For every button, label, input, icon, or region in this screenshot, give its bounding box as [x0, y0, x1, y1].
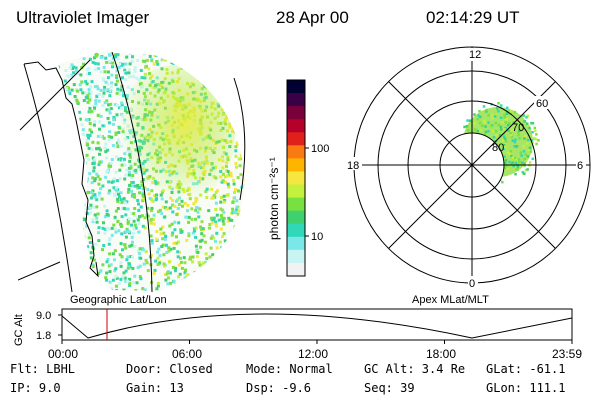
- grid-line-diagonal: [19, 59, 91, 131]
- mlt-label-18: 18: [347, 160, 359, 172]
- altitude-plot-frame: [61, 308, 573, 341]
- colorbar: 100 10 photon cm⁻²s⁻¹: [267, 79, 329, 277]
- time-tick-0600: 06:00: [172, 347, 202, 361]
- colorbar-stripe: [287, 184, 305, 199]
- colorbar-stripe: [287, 262, 305, 277]
- time-tick-1800: 18:00: [426, 347, 456, 361]
- altitude-curve: [61, 313, 573, 339]
- colorbar-stripe: [287, 106, 305, 120]
- image-date: 28 Apr 00: [276, 8, 349, 27]
- colorbar-frame: [286, 79, 306, 277]
- geographic-image-panel: [18, 51, 246, 292]
- altitude-axis-label: GC Alt: [13, 314, 25, 346]
- auroral-glow: [115, 65, 235, 205]
- colorbar-stripe: [287, 197, 305, 212]
- time-tick-2359: 23:59: [552, 347, 582, 361]
- polar-panel-caption: Apex MLat/MLT: [412, 294, 489, 306]
- colorbar-stripe: [287, 171, 305, 186]
- geo-panel-caption: Geographic Lat/Lon: [70, 294, 167, 306]
- colorbar-stripe: [287, 210, 305, 225]
- lat-label-70: 70: [512, 122, 524, 134]
- gc-alt-value: GC Alt: 3.4 Re: [364, 362, 466, 376]
- colorbar-stripe: [287, 223, 305, 238]
- colorbar-unit-label: photon cm⁻²s⁻¹: [267, 157, 281, 240]
- door-value: Door: Closed: [126, 362, 213, 376]
- mlt-label-6: 6: [577, 160, 583, 172]
- colorbar-stripe: [287, 132, 305, 146]
- glat-value: GLat: -61.1: [486, 362, 566, 376]
- colorbar-stripe: [287, 249, 305, 264]
- lat-label-80: 80: [492, 142, 504, 154]
- image-title: Ultraviolet Imager: [16, 8, 150, 27]
- mlt-label-12: 12: [469, 49, 481, 61]
- polar-plot: 12 18 6 0 60 70 80: [346, 46, 591, 290]
- meridian-east: [233, 77, 246, 201]
- seq-value: Seq: 39: [364, 381, 415, 395]
- altitude-plot: GC Alt 9.0 1.8 00:00 06:00 12:00 18:00 2…: [13, 308, 582, 361]
- altitude-tick-1-8: 1.8: [36, 330, 51, 342]
- meridian-diag-2: [388, 81, 556, 249]
- meridian-west: [23, 63, 73, 292]
- glon-value: GLon: 111.1: [486, 381, 566, 395]
- colorbar-stripe: [287, 158, 305, 172]
- ip-value: IP: 9.0: [10, 381, 61, 395]
- meridian-central: [111, 51, 153, 292]
- gain-value: Gain: 13: [126, 381, 184, 395]
- time-tick-0000: 00:00: [48, 347, 78, 361]
- image-time: 02:14:29 UT: [426, 8, 520, 27]
- mlt-label-0: 0: [469, 278, 475, 290]
- time-tick-1200: 12:00: [298, 347, 328, 361]
- mode-value: Mode: Normal: [246, 362, 333, 376]
- colorbar-stripe: [287, 145, 305, 159]
- altitude-tick-9: 9.0: [36, 310, 51, 322]
- dsp-value: Dsp: -9.6: [246, 381, 312, 395]
- colorbar-stripe: [287, 93, 305, 107]
- filter-value: Flt: LBHL: [10, 362, 76, 376]
- colorbar-stripe: [287, 80, 305, 94]
- colorbar-stripe: [287, 236, 305, 251]
- colorbar-stripe: [287, 119, 305, 133]
- colorbar-label-10: 10: [311, 231, 323, 243]
- colorbar-label-100: 100: [311, 143, 329, 155]
- grid-line-lower: [18, 261, 61, 281]
- coastline: [23, 61, 99, 278]
- lat-label-60: 60: [536, 98, 548, 110]
